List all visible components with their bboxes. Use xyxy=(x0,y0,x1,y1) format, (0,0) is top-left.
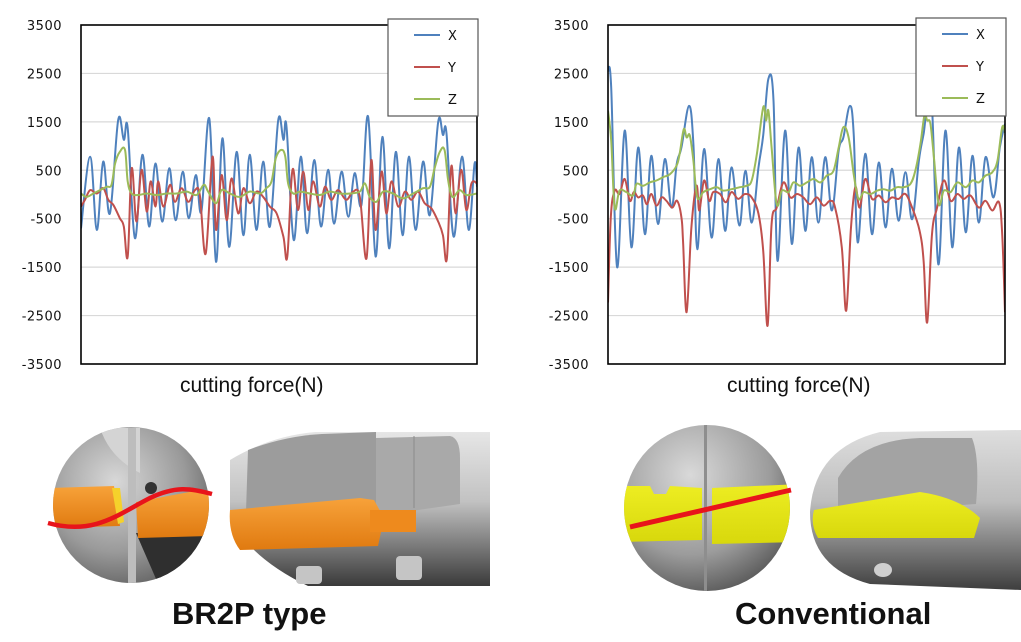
legend-label-x: X xyxy=(448,29,457,44)
br2p-tool-illustration xyxy=(47,427,490,586)
chart-conventional: 3500 2500 1500 500 -500 -1500 -2500 -3500 X Y Z c… xyxy=(528,0,1021,405)
plot-frame xyxy=(607,24,1006,365)
series-line-z xyxy=(81,146,477,205)
y-tick-label: -1500 xyxy=(22,261,62,276)
y-tick-label: -3500 xyxy=(549,358,589,370)
x-axis-label: cutting force(N) xyxy=(180,374,324,397)
legend-label-y: Y xyxy=(975,60,984,75)
legend-label-x: X xyxy=(976,28,985,43)
y-tick-label: -1500 xyxy=(549,261,589,276)
chart-legend: X Y Z xyxy=(915,17,1007,117)
series-group xyxy=(608,65,1005,327)
y-tick-label: -2500 xyxy=(549,310,589,325)
y-tick-label: 2500 xyxy=(27,67,62,82)
y-axis: 3500 2500 1500 500 -500 -1500 -2500 -3500 xyxy=(22,19,62,370)
y-tick-label: 3500 xyxy=(27,19,62,34)
series-line-x xyxy=(608,65,1005,269)
force-line xyxy=(629,487,792,530)
chart-legend: X Y Z xyxy=(387,18,479,117)
chart-br2p: 3500 2500 1500 500 -500 -1500 -2500 -3500 X Y Z c… xyxy=(0,0,510,405)
y-tick-label: 500 xyxy=(36,164,62,179)
force-curve xyxy=(47,486,213,530)
x-axis-label: cutting force(N) xyxy=(727,374,871,397)
series-group xyxy=(81,115,477,263)
y-tick-label: -500 xyxy=(557,213,589,228)
conventional-side-view xyxy=(810,430,1021,590)
y-tick-label: 2500 xyxy=(554,67,589,82)
y-tick-label: -3500 xyxy=(22,358,62,370)
br2p-side-view xyxy=(229,432,490,586)
conventional-tool-illustration xyxy=(624,425,1021,591)
y-tick-label: 1500 xyxy=(27,116,62,131)
y-tick-label: 3500 xyxy=(554,19,589,34)
caption-br2p: BR2P type xyxy=(172,596,327,631)
y-tick-label: 500 xyxy=(563,164,589,179)
y-tick-label: -2500 xyxy=(22,310,62,325)
y-axis: 3500 2500 1500 500 -500 -1500 -2500 -3500 xyxy=(549,19,589,370)
chart-conventional-svg: 3500 2500 1500 500 -500 -1500 -2500 -3500 X Y Z xyxy=(549,17,1007,370)
plot-frame xyxy=(80,24,478,365)
legend-label-z: Z xyxy=(976,92,985,107)
series-line-x xyxy=(81,115,477,263)
series-line-z xyxy=(608,105,1005,211)
series-line-y xyxy=(81,155,477,263)
y-tick-label: -500 xyxy=(30,213,62,228)
series-line-y xyxy=(608,177,1005,327)
br2p-front-view xyxy=(47,427,213,583)
legend-label-y: Y xyxy=(447,61,456,76)
chart-br2p-svg: 3500 2500 1500 500 -500 -1500 -2500 -3500 X Y Z xyxy=(22,18,479,370)
conventional-front-view xyxy=(624,425,792,591)
legend-label-z: Z xyxy=(448,93,457,108)
y-tick-label: 1500 xyxy=(554,116,589,131)
caption-conventional: Conventional xyxy=(735,596,932,631)
